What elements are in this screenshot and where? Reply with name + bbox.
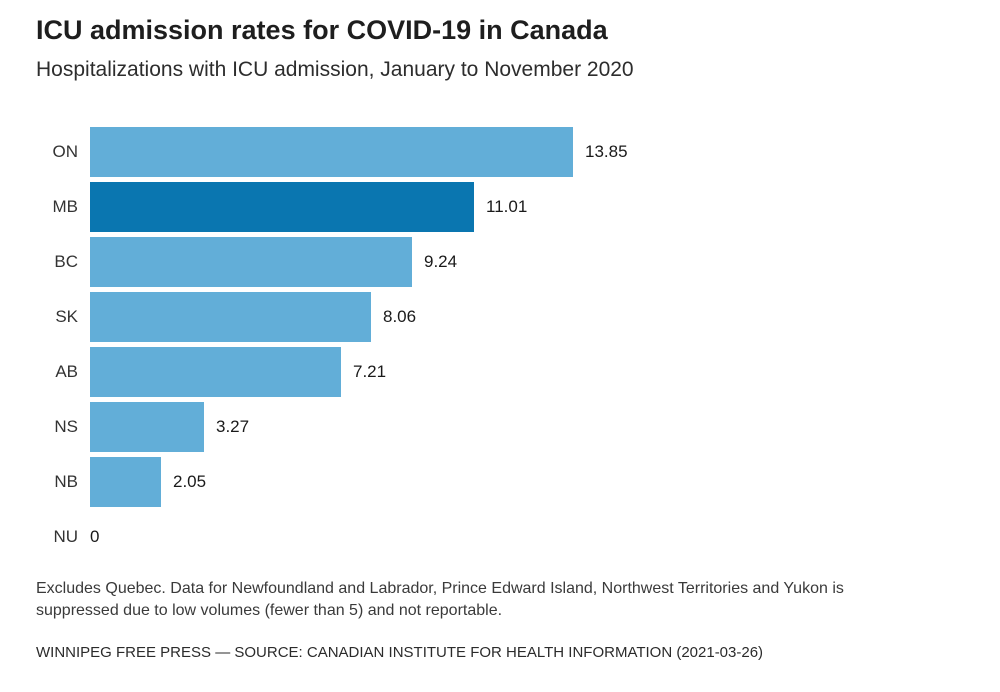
chart-row: NS 3.27 xyxy=(36,402,970,452)
source-credit: WINNIPEG FREE PRESS — SOURCE: CANADIAN I… xyxy=(36,644,764,661)
value-label: 9.24 xyxy=(424,252,458,271)
chart-row: MB 11.01 xyxy=(36,182,970,232)
category-label: NU xyxy=(53,527,78,546)
category-label: MB xyxy=(52,197,79,216)
bar xyxy=(90,127,573,177)
bar-area: 9.24 xyxy=(90,237,970,287)
bar-area: 8.06 xyxy=(90,292,970,342)
chart-row: BC 9.24 xyxy=(36,237,970,287)
bar-chart: ON 13.85 MB 11.01 BC 9.24 SK 8.06 AB 7.21 NS 3.27 NB… xyxy=(36,127,970,567)
value-label: 11.01 xyxy=(486,197,528,216)
chart-subtitle: Hospitalizations with ICU admission, Jan… xyxy=(36,58,634,81)
bar xyxy=(90,292,371,342)
value-label: 8.06 xyxy=(383,307,417,326)
bar-area: 3.27 xyxy=(90,402,970,452)
bar-area: 2.05 xyxy=(90,457,970,507)
category-label: BC xyxy=(54,252,78,271)
chart-row: ON 13.85 xyxy=(36,127,970,177)
bar-area: 0 xyxy=(90,512,970,562)
bar xyxy=(90,237,412,287)
category-label: SK xyxy=(55,307,78,326)
value-label: 2.05 xyxy=(173,472,207,491)
bar xyxy=(90,182,474,232)
chart-title: ICU admission rates for COVID-19 in Cana… xyxy=(36,15,608,45)
bar xyxy=(90,347,341,397)
bar xyxy=(90,457,161,507)
bar-area: 7.21 xyxy=(90,347,970,397)
value-label: 13.85 xyxy=(585,142,628,161)
bar-area: 11.01 xyxy=(90,182,970,232)
chart-row: NU 0 xyxy=(36,512,970,562)
value-label: 7.21 xyxy=(353,362,387,381)
value-label: 3.27 xyxy=(216,417,250,436)
category-label: AB xyxy=(55,362,78,381)
bar-area: 13.85 xyxy=(90,127,970,177)
category-label: NS xyxy=(54,417,78,436)
chart-row: SK 8.06 xyxy=(36,292,970,342)
value-label: 0 xyxy=(90,527,100,546)
chart-row: AB 7.21 xyxy=(36,347,970,397)
category-label: NB xyxy=(54,472,78,491)
chart-row: NB 2.05 xyxy=(36,457,970,507)
bar xyxy=(90,402,204,452)
category-label: ON xyxy=(52,142,79,161)
footnote: Excludes Quebec. Data for Newfoundland a… xyxy=(36,580,844,619)
